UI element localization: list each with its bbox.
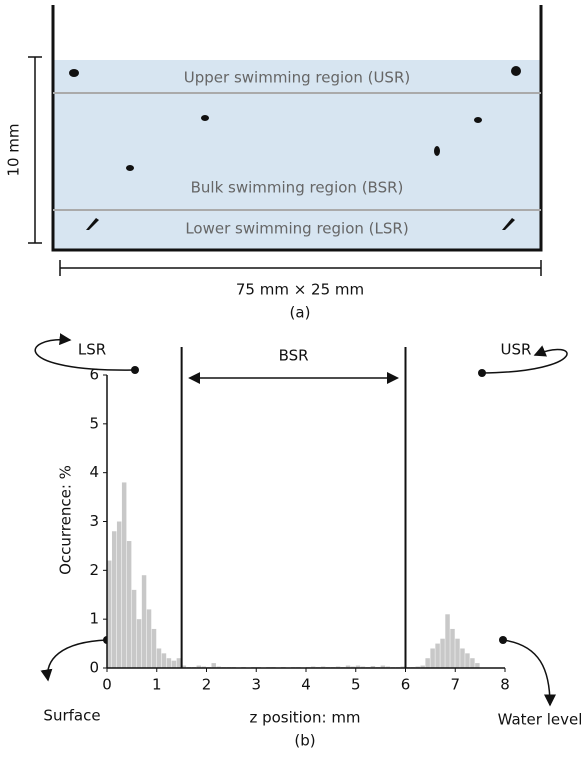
bar [355, 665, 361, 668]
water-dot [499, 636, 507, 644]
bar [460, 648, 465, 668]
bsr-label: BSR [279, 347, 309, 365]
bar [111, 531, 117, 668]
bar [440, 638, 445, 668]
bar [146, 609, 152, 668]
bar [156, 648, 162, 668]
x-tick-label: 1 [152, 676, 162, 694]
bar [161, 653, 167, 668]
usr-dot [478, 369, 486, 377]
bar [370, 666, 376, 668]
bar [176, 658, 182, 668]
bar [131, 589, 137, 668]
bar [116, 521, 122, 668]
bar [181, 665, 187, 668]
bar [121, 482, 127, 668]
bar [380, 665, 386, 668]
usr-label: USR [501, 341, 532, 359]
bar [107, 560, 112, 668]
x-axis-label: z position: mm [249, 709, 360, 727]
lsr-label: LSR [78, 341, 106, 359]
y-tick-label: 1 [89, 610, 99, 628]
usr-label: Upper swimming region (USR) [184, 69, 410, 87]
height-bracket [28, 56, 42, 244]
y-tick-label: 0 [89, 659, 99, 677]
y-tick-label: 6 [89, 366, 99, 384]
bar [151, 628, 157, 668]
bar [475, 663, 480, 668]
x-tick-label: 4 [301, 676, 311, 694]
panel-label: (b) [294, 732, 315, 750]
surface-label: Surface [43, 707, 100, 725]
bar [430, 648, 435, 668]
x-tick-label: 2 [202, 676, 212, 694]
y-tick-label: 3 [89, 512, 99, 530]
height-label: 10 mm [5, 123, 23, 176]
bar [425, 658, 430, 668]
bar [420, 665, 425, 668]
x-tick-label: 3 [251, 676, 261, 694]
y-tick-label: 5 [89, 414, 99, 432]
bar [470, 658, 475, 668]
bar [136, 619, 142, 668]
y-axis-label: Occurrence: % [57, 465, 75, 575]
bsr-label: Bulk swimming region (BSR) [191, 179, 404, 197]
organisms [69, 66, 521, 230]
bar [141, 575, 147, 668]
bar [465, 653, 470, 668]
container [51, 5, 543, 252]
bar [126, 541, 132, 668]
usr-arrow [481, 345, 568, 374]
water [53, 60, 541, 250]
x-tick-label: 6 [401, 676, 411, 694]
bar [211, 663, 216, 668]
x-tick-label: 7 [450, 676, 460, 694]
lsr-dot [131, 366, 139, 374]
water-arrow [502, 639, 556, 707]
x-tick-label: 0 [102, 676, 112, 694]
bar [196, 665, 202, 668]
bar [450, 628, 455, 668]
bar [345, 665, 351, 668]
x-tick-label: 8 [500, 676, 510, 694]
lsr-label: Lower swimming region (LSR) [185, 220, 408, 238]
surface-arrow [40, 639, 108, 682]
x-tick-label: 5 [351, 676, 361, 694]
panel-label: (a) [290, 304, 311, 322]
bar [166, 658, 172, 668]
bar [171, 660, 177, 668]
lsr-arrow [34, 333, 136, 371]
bar [445, 614, 450, 668]
water-label: Water level [498, 711, 581, 729]
size-label: 75 mm × 25 mm [236, 281, 364, 299]
y-tick-label: 4 [89, 463, 99, 481]
bar [455, 638, 460, 668]
y-tick-label: 2 [89, 561, 99, 579]
width-bracket [59, 260, 542, 276]
bar [435, 643, 440, 668]
